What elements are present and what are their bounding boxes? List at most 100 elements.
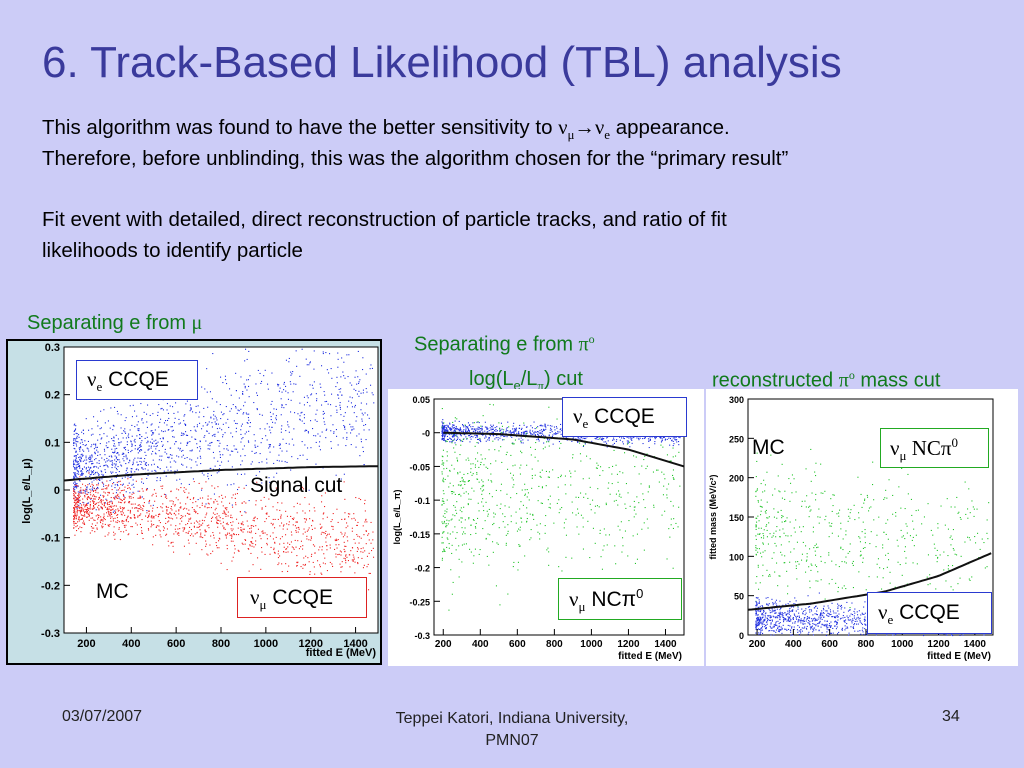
data-point	[166, 424, 168, 426]
data-point	[449, 428, 451, 430]
data-point	[298, 548, 300, 550]
data-point	[505, 542, 507, 544]
data-point	[81, 472, 83, 474]
data-point	[261, 438, 263, 440]
data-point	[360, 551, 362, 553]
data-point	[549, 432, 551, 434]
data-point	[877, 558, 879, 560]
data-point	[481, 427, 483, 429]
data-point	[181, 456, 183, 458]
data-point	[270, 419, 272, 421]
data-point	[757, 500, 759, 502]
data-point	[93, 443, 95, 445]
data-point	[137, 497, 139, 499]
data-point	[342, 420, 344, 422]
data-point	[209, 544, 211, 546]
data-point	[295, 546, 297, 548]
data-point	[647, 491, 649, 493]
data-point	[93, 494, 95, 496]
data-point	[527, 439, 529, 441]
data-point	[304, 531, 306, 533]
data-point	[145, 464, 147, 466]
data-point	[842, 538, 844, 540]
data-point	[73, 444, 75, 446]
data-point	[255, 544, 257, 546]
data-point	[158, 529, 160, 531]
data-point	[766, 529, 768, 531]
data-point	[483, 464, 485, 466]
data-point	[548, 441, 550, 443]
data-point	[165, 420, 167, 422]
data-point	[543, 434, 545, 436]
data-point	[312, 519, 314, 521]
data-point	[140, 445, 142, 447]
data-point	[774, 488, 776, 490]
data-point	[147, 469, 149, 471]
data-point	[662, 494, 664, 496]
data-point	[197, 521, 199, 523]
data-point	[153, 524, 155, 526]
data-point	[353, 556, 355, 558]
data-point	[86, 504, 88, 506]
data-point	[901, 536, 903, 538]
data-point	[499, 430, 501, 432]
data-point	[91, 472, 93, 474]
data-point	[226, 548, 228, 550]
data-point	[244, 360, 246, 362]
data-point	[505, 431, 507, 433]
data-point	[488, 437, 490, 439]
data-point	[760, 499, 762, 501]
data-point	[164, 448, 166, 450]
data-point	[211, 398, 213, 400]
data-point	[123, 498, 125, 500]
data-point	[897, 561, 899, 563]
data-point	[346, 436, 348, 438]
data-point	[106, 503, 108, 505]
data-point	[324, 557, 326, 559]
data-point	[116, 410, 118, 412]
data-point	[157, 516, 159, 518]
data-point	[453, 435, 455, 437]
data-point	[225, 379, 227, 381]
data-point	[517, 432, 519, 434]
data-point	[291, 373, 293, 375]
data-point	[519, 508, 521, 510]
data-point	[270, 432, 272, 434]
data-point	[146, 413, 148, 415]
data-point	[73, 509, 75, 511]
data-point	[339, 402, 341, 404]
data-point	[246, 520, 248, 522]
data-point	[456, 436, 458, 438]
data-point	[76, 433, 78, 435]
data-point	[289, 381, 291, 383]
data-point	[194, 510, 196, 512]
data-point	[462, 479, 464, 481]
data-point	[488, 430, 490, 432]
data-point	[85, 457, 87, 459]
data-point	[170, 542, 172, 544]
data-point	[459, 440, 461, 442]
data-point	[537, 438, 539, 440]
data-point	[263, 375, 265, 377]
data-point	[563, 522, 565, 524]
data-point	[325, 537, 327, 539]
data-point	[172, 429, 174, 431]
data-point	[489, 435, 491, 437]
data-point	[73, 510, 75, 512]
data-point	[496, 504, 498, 506]
data-point	[82, 473, 84, 475]
data-point	[163, 470, 165, 472]
data-point	[181, 432, 183, 434]
data-point	[775, 536, 777, 538]
data-point	[218, 540, 220, 542]
data-point	[340, 551, 342, 553]
data-point	[152, 432, 154, 434]
data-point	[150, 424, 152, 426]
data-point	[217, 460, 219, 462]
data-point	[326, 428, 328, 430]
data-point	[544, 525, 546, 527]
data-point	[470, 498, 472, 500]
data-point	[209, 391, 211, 393]
series--ccqe	[73, 472, 375, 606]
data-point	[235, 390, 237, 392]
